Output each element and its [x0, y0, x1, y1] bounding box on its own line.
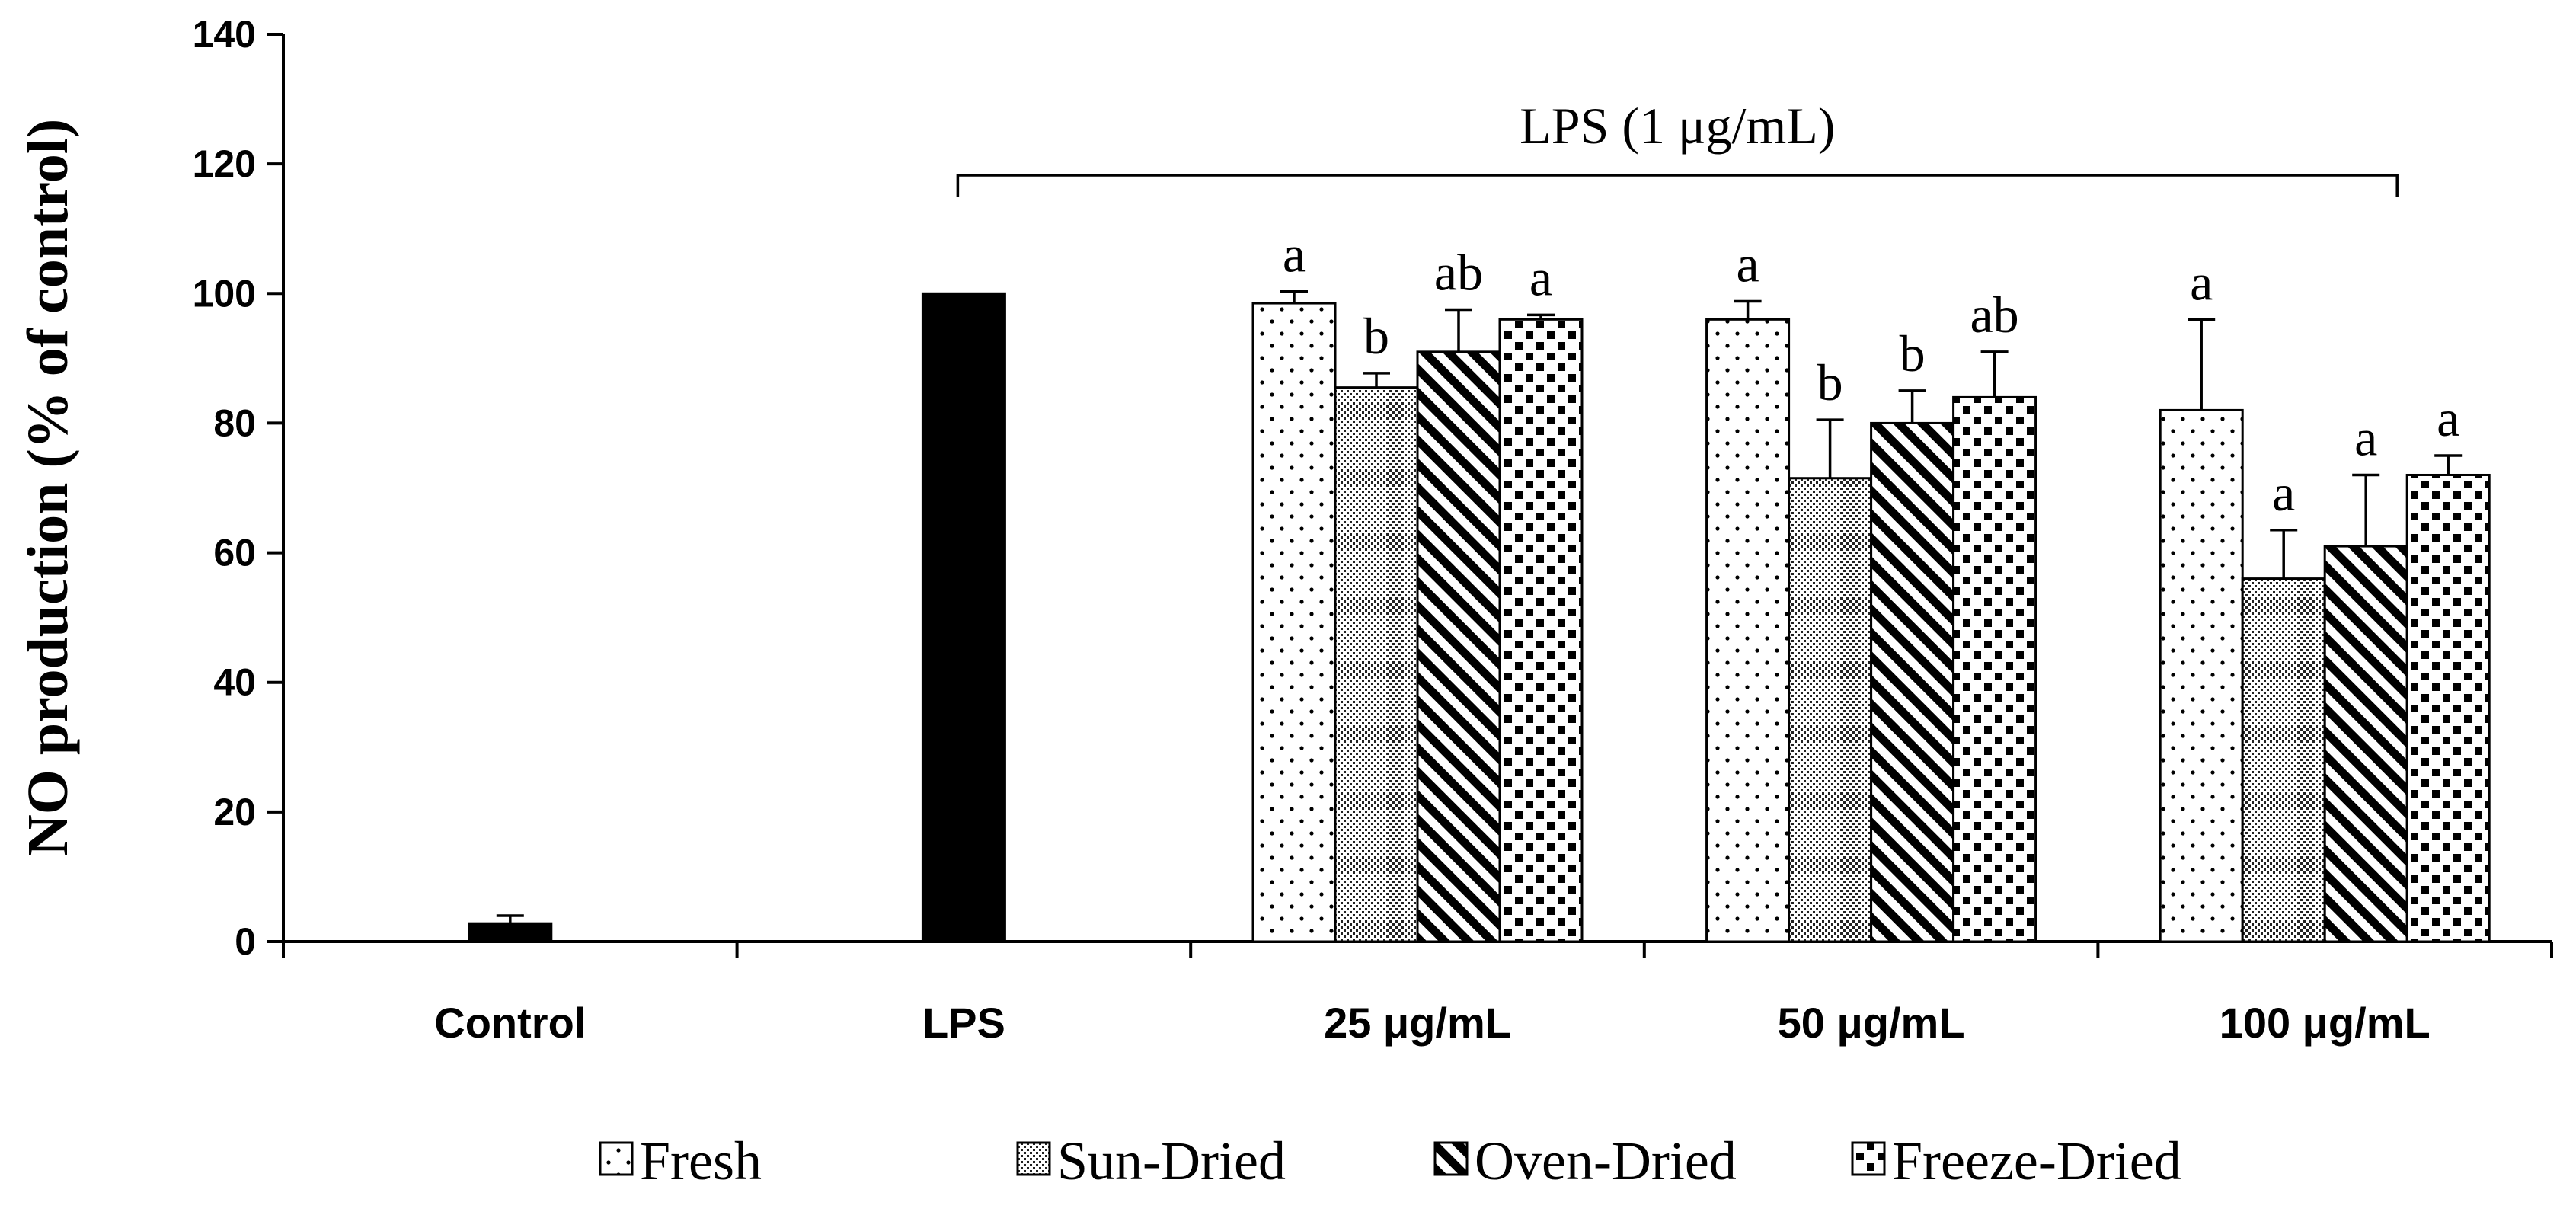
bar — [1870, 421, 1955, 943]
x-tick-label: 100 μg/mL — [2220, 999, 2431, 1047]
legend-label: Sun-Dried — [1057, 1130, 1286, 1191]
significance-label: a — [2354, 408, 2377, 466]
lps-bracket — [956, 174, 2399, 197]
y-tick-label: 120 — [193, 142, 256, 185]
significance-label: a — [2272, 464, 2295, 522]
legend-swatch — [599, 1141, 634, 1176]
y-axis-title: NO production (% of control) — [16, 119, 80, 856]
y-ticks: 0 20 40 60 80 100 120 140 — [193, 13, 283, 963]
x-tick-label: Control — [434, 999, 586, 1047]
significance-label: b — [1363, 307, 1389, 365]
bar — [2323, 545, 2408, 943]
bar — [2405, 473, 2491, 943]
x-tick-label: 25 μg/mL — [1324, 999, 1511, 1047]
x-tick-label: LPS — [922, 999, 1005, 1047]
significance-label: b — [1817, 353, 1843, 411]
significance-label: ab — [1970, 286, 2019, 344]
bar — [1705, 318, 1791, 943]
legend-label: Oven-Dried — [1475, 1130, 1737, 1191]
legend-label: Fresh — [640, 1130, 762, 1191]
significance-label: a — [1737, 235, 1759, 293]
significance-label: ab — [1434, 244, 1483, 302]
bar-control — [468, 922, 553, 943]
y-tick-label: 140 — [193, 13, 256, 56]
significance-label: a — [2437, 389, 2459, 447]
y-tick-label: 0 — [235, 920, 256, 963]
legend-swatch — [1851, 1141, 1886, 1176]
y-tick-label: 80 — [213, 401, 256, 444]
x-ticks: Control LPS 25 μg/mL 50 μg/mL 100 μg/mL — [282, 942, 2553, 1047]
y-tick-label: 40 — [213, 661, 256, 704]
significance-label: a — [2190, 253, 2213, 311]
legend-label: Freeze-Dried — [1892, 1130, 2181, 1191]
bar — [1251, 302, 1337, 943]
legend-swatch — [1433, 1141, 1469, 1176]
bar — [2241, 577, 2326, 943]
bar-lps — [921, 292, 1006, 943]
bar — [1788, 477, 1873, 943]
y-tick-label: 60 — [213, 532, 256, 574]
significance-label: a — [1529, 248, 1552, 306]
bar — [1334, 386, 1419, 943]
bar — [1952, 395, 2037, 943]
bar — [1416, 350, 1501, 943]
significance-label: a — [1283, 225, 1306, 283]
bracket-line — [956, 174, 2399, 197]
bar — [2159, 408, 2244, 943]
lps-annotation: LPS (1 μg/mL) — [1520, 97, 1835, 155]
bar — [1498, 318, 1584, 943]
legend-swatch — [1016, 1141, 1051, 1176]
y-tick-label: 20 — [213, 791, 256, 833]
legend: Fresh Sun-Dried Oven-Dried Freeze-Dried — [599, 1130, 2181, 1191]
x-tick-label: 50 μg/mL — [1778, 999, 1965, 1047]
significance-label: b — [1900, 325, 1926, 382]
y-tick-label: 100 — [193, 272, 256, 315]
